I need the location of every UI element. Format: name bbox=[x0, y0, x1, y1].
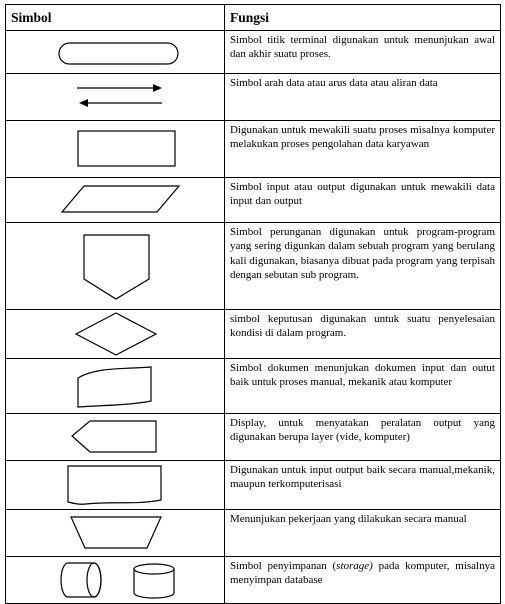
table-row: simbol keputusan digunakan untuk suatu p… bbox=[5, 309, 501, 359]
function-text: Simbol dokumen menunjukan dokumen input … bbox=[224, 358, 501, 414]
storage-symbol-icon bbox=[60, 562, 175, 599]
off-page-connector-symbol-icon bbox=[83, 234, 150, 300]
flowchart-symbol-table: Simbol Fungsi Simbol titik terminal digu… bbox=[5, 4, 501, 604]
function-text: Simbol arah data atau arus data atau ali… bbox=[224, 73, 501, 121]
table-header-row: Simbol Fungsi bbox=[5, 4, 501, 31]
table-row: Display, untuk menyatakan peralatan outp… bbox=[5, 413, 501, 461]
decision-symbol-icon bbox=[74, 312, 158, 356]
table-row: Simbol titik terminal digunakan untuk me… bbox=[5, 30, 501, 74]
process-symbol-icon bbox=[77, 130, 176, 167]
terminal-symbol-icon bbox=[58, 42, 179, 65]
vertical-cylinder-icon bbox=[133, 563, 175, 599]
table-row: Digunakan untuk mewakili suatu proses mi… bbox=[5, 120, 501, 178]
horizontal-cylinder-icon bbox=[60, 562, 102, 598]
function-text: Simbol input atau output digunakan untuk… bbox=[224, 177, 501, 223]
table-row: Simbol arah data atau arus data atau ali… bbox=[5, 73, 501, 121]
manual-operation-symbol-icon bbox=[70, 516, 162, 549]
flow-arrows-symbol-icon bbox=[77, 84, 162, 107]
table-row: Digunakan untuk input output baik secara… bbox=[5, 460, 501, 510]
display-symbol-icon bbox=[71, 420, 157, 453]
function-text: Simbol perunganan digunakan untuk progra… bbox=[224, 222, 501, 310]
function-text: Menunjukan pekerjaan yang dilakukan seca… bbox=[224, 509, 501, 557]
table-row: Simbol input atau output digunakan untuk… bbox=[5, 177, 501, 223]
function-text: Digunakan untuk mewakili suatu proses mi… bbox=[224, 120, 501, 178]
header-function: Fungsi bbox=[224, 4, 501, 31]
header-symbol: Simbol bbox=[5, 4, 225, 31]
function-text: Digunakan untuk input output baik secara… bbox=[224, 460, 501, 510]
function-text: Simbol titik terminal digunakan untuk me… bbox=[224, 30, 501, 74]
table-row: Menunjukan pekerjaan yang dilakukan seca… bbox=[5, 509, 501, 557]
manual-input-symbol-icon bbox=[67, 465, 162, 505]
function-text: simbol keputusan digunakan untuk suatu p… bbox=[224, 309, 501, 359]
function-text: Simbol penyimpanan (storage) pada komput… bbox=[224, 556, 501, 604]
document-symbol-icon bbox=[77, 366, 152, 408]
table-row: Simbol penyimpanan (storage) pada komput… bbox=[5, 556, 501, 604]
input-output-symbol-icon bbox=[60, 185, 181, 213]
table-row: Simbol dokumen menunjukan dokumen input … bbox=[5, 358, 501, 414]
function-text: Display, untuk menyatakan peralatan outp… bbox=[224, 413, 501, 461]
table-row: Simbol perunganan digunakan untuk progra… bbox=[5, 222, 501, 310]
